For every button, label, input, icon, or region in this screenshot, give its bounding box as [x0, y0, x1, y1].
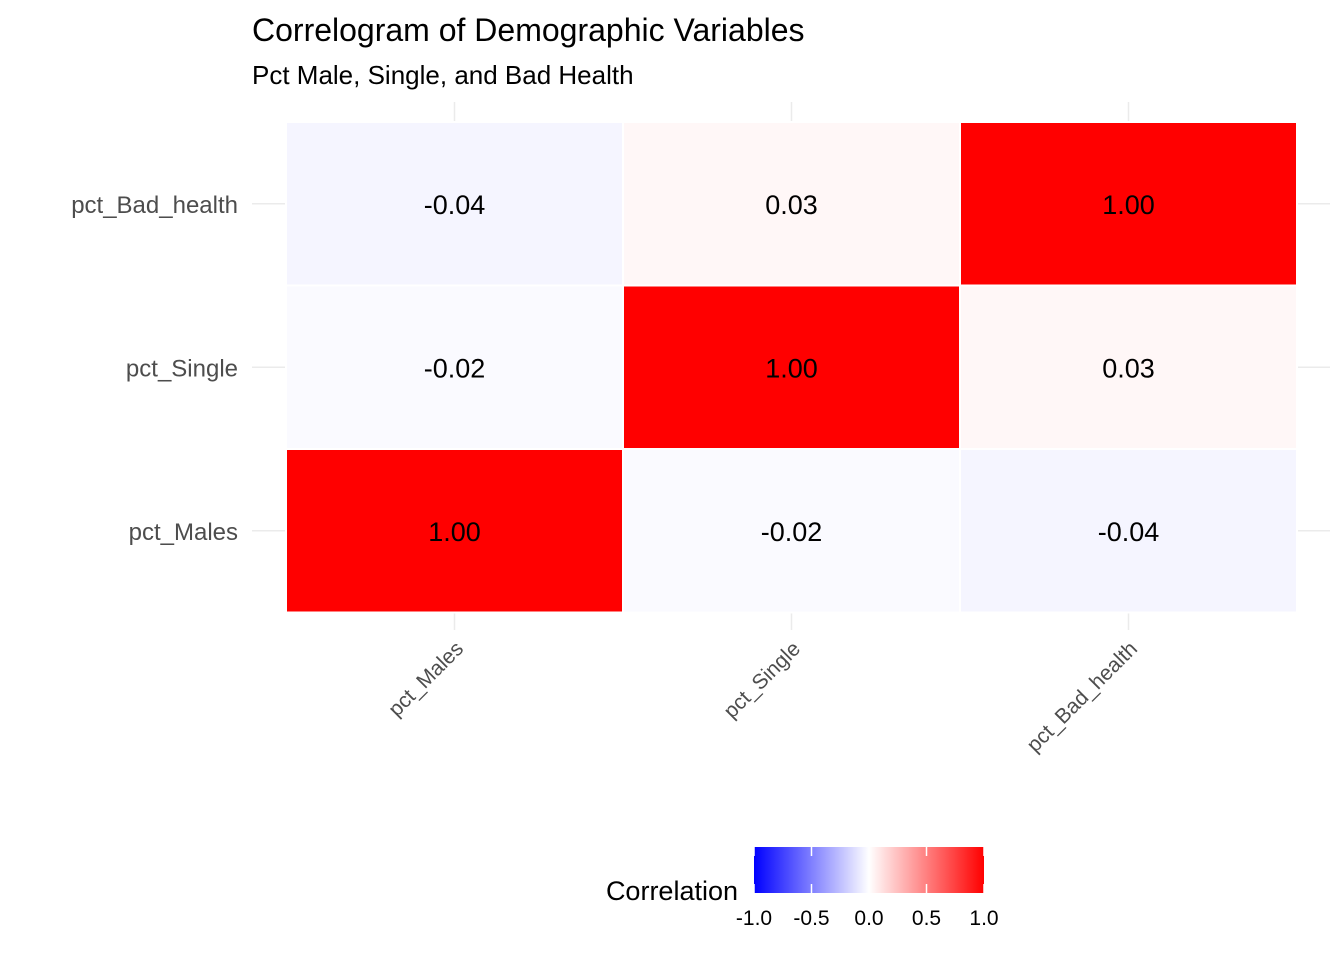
y-axis-ticks: pct_Males pct_Single pct_Bad_health	[71, 192, 238, 546]
legend-ticks: -1.0 -0.5 0.0 0.5 1.0	[736, 847, 999, 930]
cell-value-label: -0.04	[424, 190, 486, 220]
color-legend: Correlation -1.0 -0.5 0.0 0.5 1.0	[606, 847, 999, 930]
y-tick-label: pct_Single	[126, 355, 238, 382]
heatmap-cell	[959, 284, 1298, 450]
cell-value-label: -0.02	[761, 517, 823, 547]
heatmap-cell	[285, 121, 624, 287]
cell-value-label: -0.04	[1098, 517, 1160, 547]
cell-value-label: 1.00	[428, 517, 481, 547]
cell-value-label: -0.02	[424, 353, 486, 383]
heatmap-cell	[285, 448, 624, 614]
chart-title: Correlogram of Demographic Variables	[252, 12, 805, 48]
legend-tick-label: 0.5	[912, 907, 941, 930]
x-tick-label: pct_Bad_health	[1023, 637, 1142, 756]
y-tick-label: pct_Males	[129, 519, 238, 546]
y-tick-label: pct_Bad_health	[71, 192, 238, 219]
legend-tick-label: 0.0	[854, 907, 883, 930]
heatmap-cell	[622, 121, 961, 287]
x-tick-label: pct_Males	[384, 637, 468, 721]
heatmap-cell	[959, 448, 1298, 614]
cell-value-label: 1.00	[1102, 190, 1155, 220]
legend-tick-label: 1.0	[969, 907, 998, 930]
chart-subtitle: Pct Male, Single, and Bad Health	[252, 60, 634, 90]
x-tick-label: pct_Single	[719, 637, 805, 723]
cell-value-label: 0.03	[1102, 353, 1155, 383]
legend-title: Correlation	[606, 876, 738, 906]
heatmap-cells: 1.00 -0.02 -0.04 -0.02 1.00 0.03 -0.04 0.03 1.00	[285, 121, 1298, 614]
cell-value-label: 1.00	[765, 353, 818, 383]
cell-value-label: 0.03	[765, 190, 818, 220]
legend-tick-label: -0.5	[793, 907, 829, 930]
x-axis-ticks: pct_Males pct_Single pct_Bad_health	[384, 637, 1142, 756]
heatmap-cell	[959, 121, 1298, 287]
legend-tick-label: -1.0	[736, 907, 772, 930]
heatmap-cell	[622, 284, 961, 450]
